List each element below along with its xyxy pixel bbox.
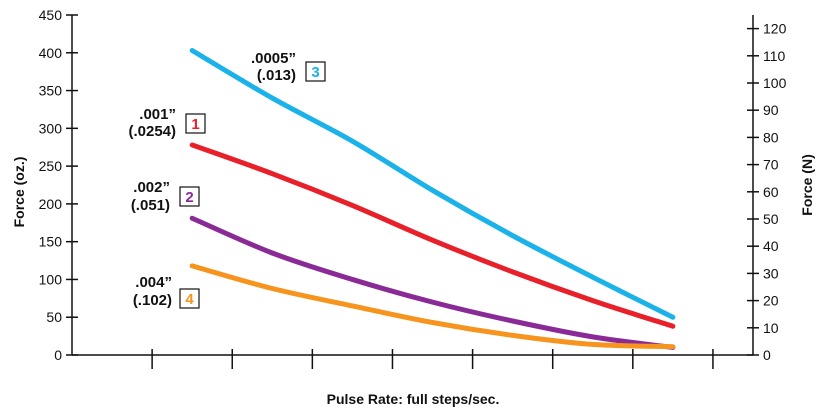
y-tick-label-right: 10 (763, 320, 779, 336)
series-label-inches-2: .002” (133, 179, 170, 196)
series-label-inches-1: .001” (139, 106, 176, 123)
series-line-2 (189, 215, 676, 350)
series-line-3 (189, 48, 676, 320)
y-axis-title-left: Force (oz.) (11, 157, 27, 228)
y-tick-label-left: 450 (39, 7, 63, 23)
series-label-mm-2: (.051) (131, 197, 170, 214)
y-tick-label-right: 100 (763, 75, 787, 91)
series-badge-number-1: 1 (191, 116, 199, 133)
y-tick-label-right: 70 (763, 157, 779, 173)
x-axis-title: Pulse Rate: full steps/sec. (327, 391, 500, 407)
annotations-group: .0005”(.013) 3 .001”(.0254) 1 .002”(.051) 2 .0… (128, 50, 326, 309)
y-tick-label-left: 250 (39, 158, 63, 174)
y-tick-label-right: 0 (763, 347, 771, 363)
series-label-mm-3: (.013) (257, 67, 296, 84)
y-tick-label-right: 120 (763, 21, 787, 37)
series-label-mm-1: (.0254) (128, 123, 176, 140)
series-line-1 (189, 142, 676, 329)
y-tick-label-left: 300 (39, 120, 63, 136)
series-badge-box-4 (179, 288, 200, 309)
y-tick-label-right: 40 (763, 238, 779, 254)
y-axis-title-right: Force (N) (799, 154, 815, 215)
y-tick-label-right: 20 (763, 293, 779, 309)
series-group (189, 48, 676, 350)
series-badge-box-1 (185, 113, 206, 134)
y-tick-label-right: 80 (763, 129, 779, 145)
y-tick-label-left: 400 (39, 45, 63, 61)
y-tick-label-right: 110 (763, 48, 786, 64)
y-tick-label-left: 0 (54, 347, 62, 363)
axes-group: 0 50 100 150 200 250 300 350 400 450 0 10 20 30 40 50 60… (39, 7, 787, 369)
y-tick-label-left: 350 (39, 83, 63, 99)
series-line-4 (189, 263, 676, 350)
y-tick-label-left: 150 (39, 234, 63, 250)
series-badge-box-2 (179, 186, 200, 207)
y-tick-label-right: 60 (763, 184, 779, 200)
series-label-inches-3: .0005” (251, 50, 296, 67)
y-tick-label-right: 30 (763, 265, 779, 281)
series-badge-number-2: 2 (185, 189, 193, 206)
y-tick-label-left: 200 (39, 196, 63, 212)
series-label-mm-4: (.102) (133, 292, 172, 309)
series-badge-box-3 (305, 61, 326, 82)
y-tick-label-right: 90 (763, 102, 779, 118)
series-badge-number-3: 3 (311, 64, 319, 81)
series-badge-number-4: 4 (185, 291, 194, 308)
y-tick-label-left: 50 (46, 309, 62, 325)
y-tick-label-right: 50 (763, 211, 779, 227)
y-tick-label-left: 100 (39, 271, 63, 287)
series-label-inches-4: .004” (135, 274, 172, 291)
